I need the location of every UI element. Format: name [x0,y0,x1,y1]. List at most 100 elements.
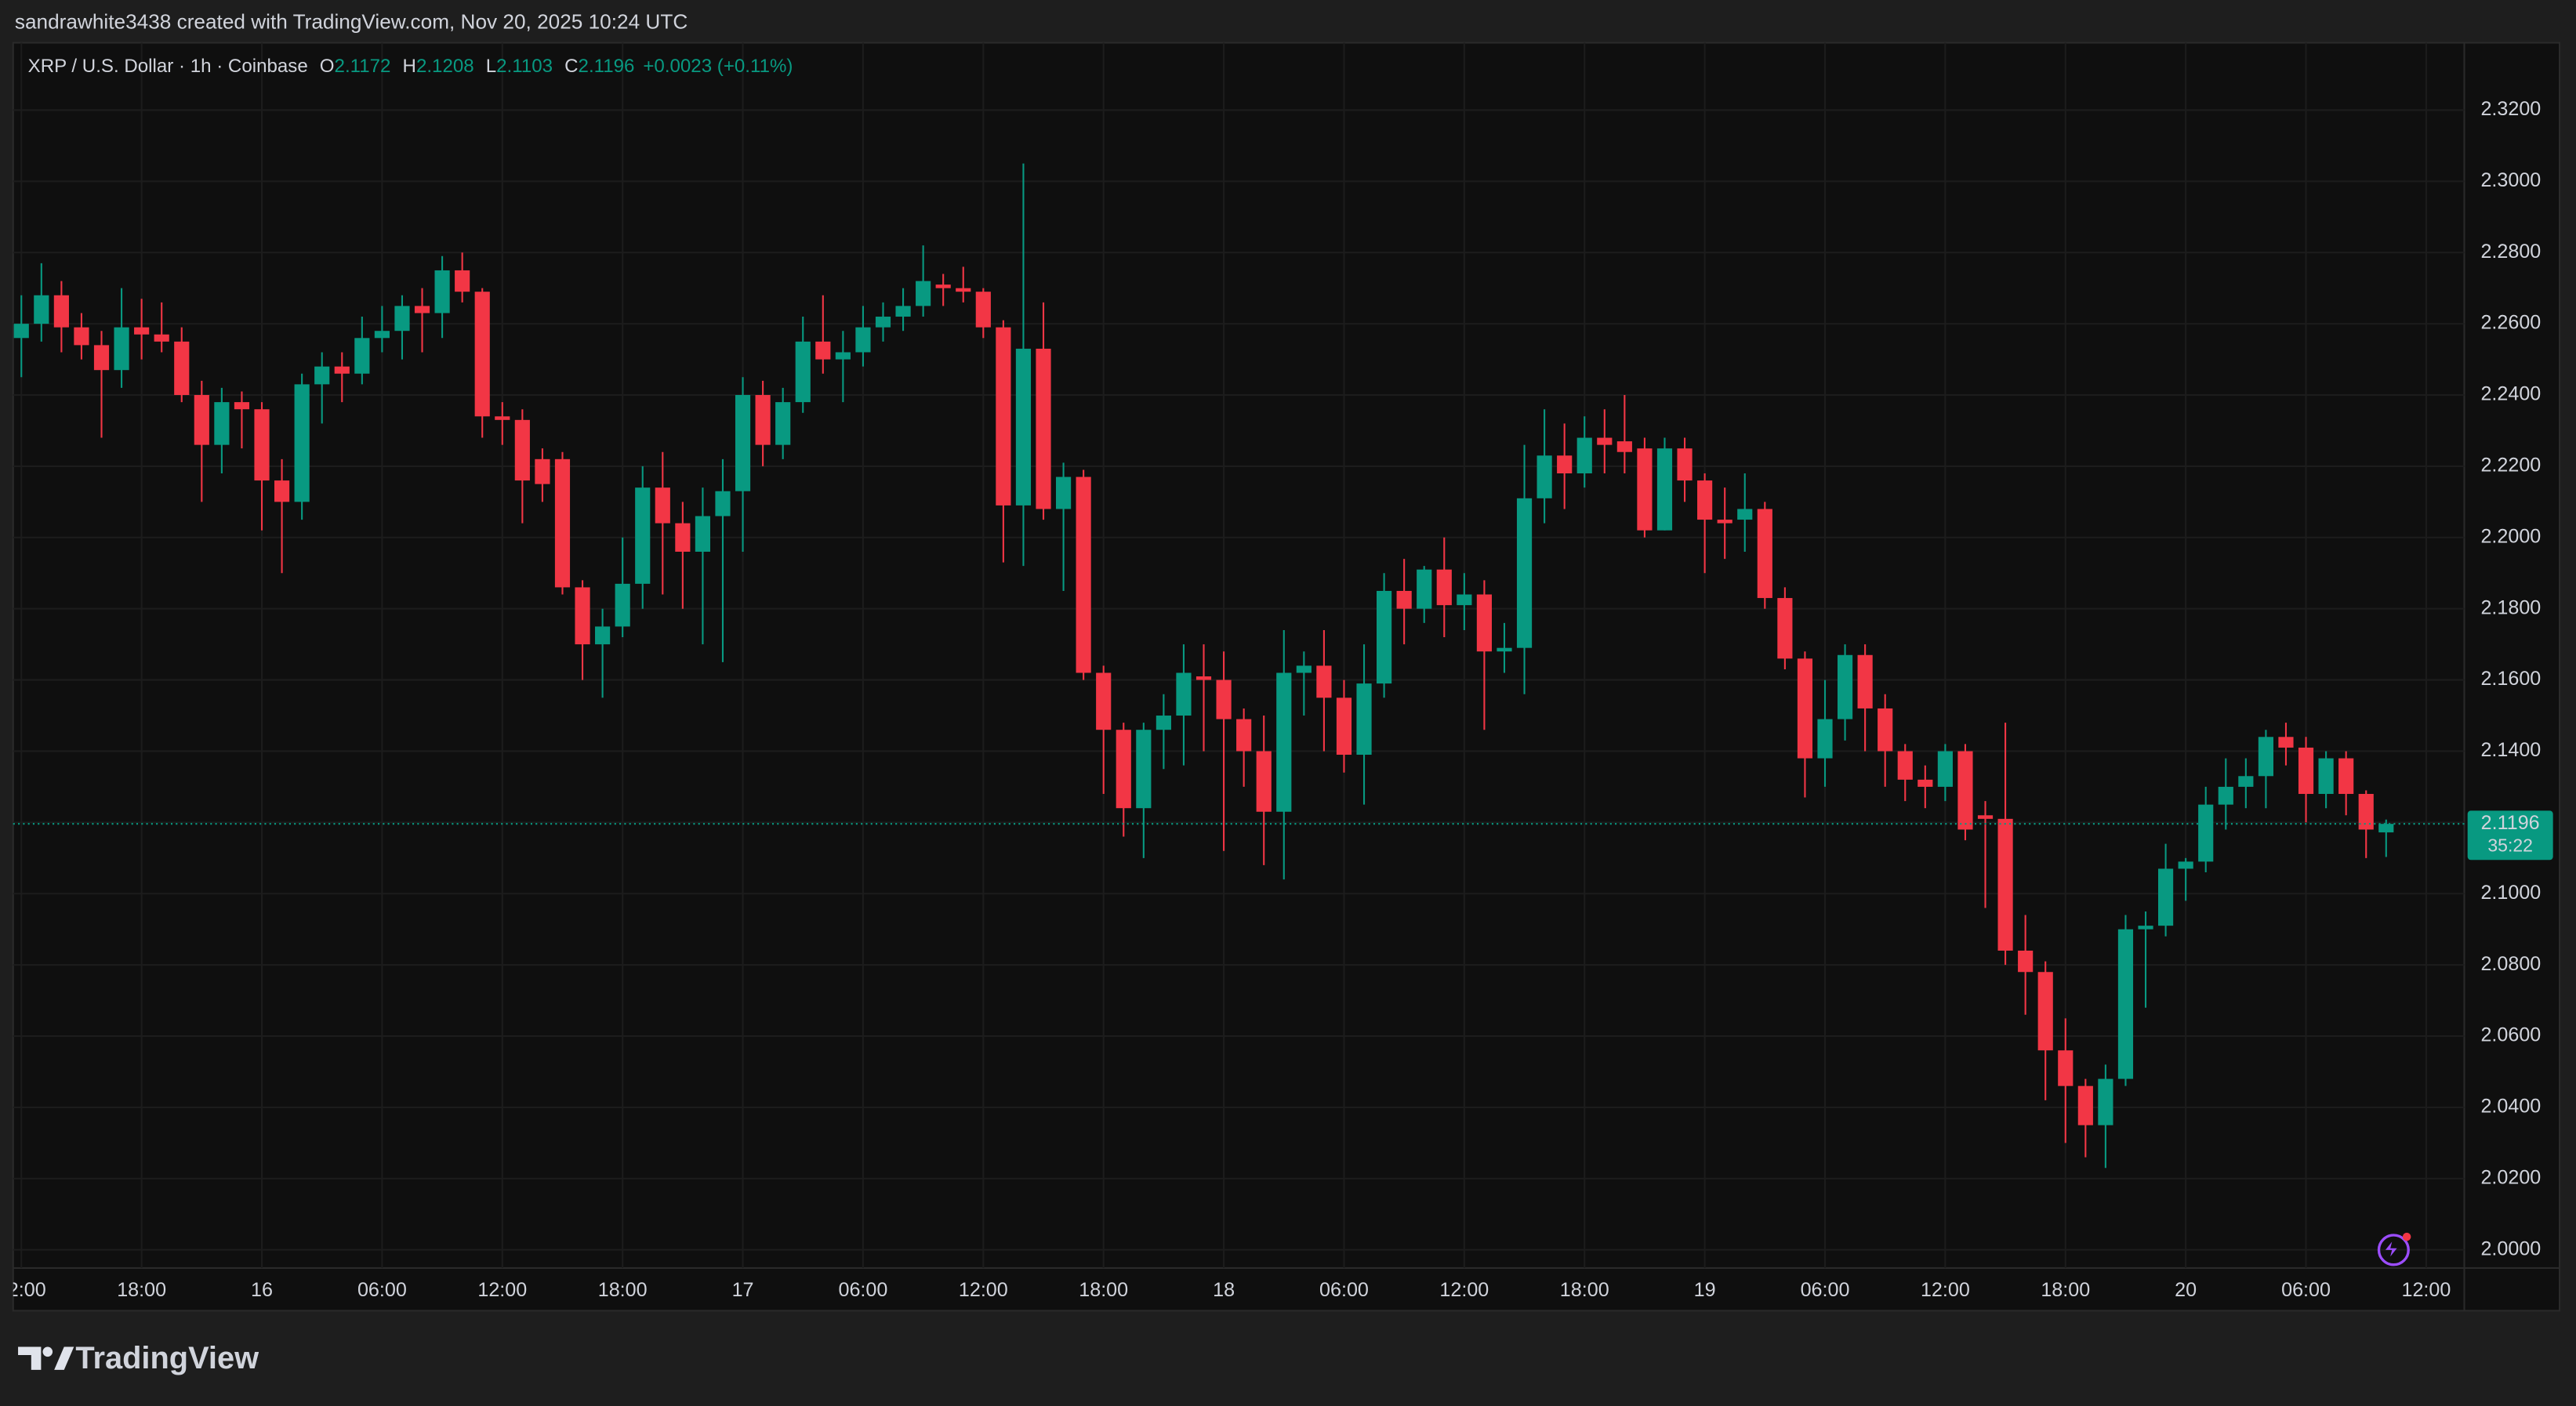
candle-body [1997,818,2013,951]
candle-body [134,327,150,335]
candle-body [1616,441,1632,452]
legend-change: +0.0023 (+0.11%) [643,56,793,77]
y-tick-label: 2.3000 [2480,169,2541,191]
candle-body [1837,654,1853,719]
candle-body [174,341,190,396]
candle-body [875,317,891,328]
candle-body [775,402,791,445]
x-tick-label: 12:00 [959,1279,1008,1301]
candle-body [1897,751,1913,780]
candle-body [1436,569,1452,606]
y-tick-label: 2.2000 [2480,525,2541,547]
candle-body [34,295,49,324]
candle-body [274,480,290,502]
candle-body [194,395,209,445]
x-tick-label: 06:00 [838,1279,887,1301]
x-tick-label: 06:00 [1319,1279,1369,1301]
x-tick-label: 18 [1213,1279,1235,1301]
candle-body [2138,926,2153,929]
countdown: 35:22 [2487,835,2533,856]
candle-body [455,270,470,292]
candle-body [1377,590,1392,684]
candle-body [595,626,611,645]
candle-body [1356,683,1372,756]
candle-body [1697,480,1713,520]
candle-body [815,341,831,360]
candle-body [1917,779,1933,787]
x-tick-label: 19 [1694,1279,1716,1301]
replay-icon [2377,1232,2411,1266]
candle-body [1576,437,1592,473]
x-tick-label: 16 [251,1279,273,1301]
candle-body [2198,804,2214,862]
candle-body [74,327,89,346]
candle-body [835,352,851,360]
candle-body [935,284,951,288]
legend: XRP / U.S. Dollar · 1h · Coinbase O2.117… [28,56,793,77]
legend-label: C [564,56,578,77]
candle-body [2338,758,2354,795]
candle-body [1457,594,1472,606]
x-tick-label: 17 [732,1279,754,1301]
candle-body [2158,868,2174,926]
x-tick-label: 12:00 [0,1279,46,1301]
x-tick-label: 20 [2175,1279,2197,1301]
candle-body [715,491,731,516]
y-tick-label: 2.1600 [2480,668,2541,690]
time-axis: 12:00 18:00 16 06:00 12:00 18:00 17 06:00 12:00 1… [0,1279,2451,1301]
candle-body [996,327,1011,506]
last-price-box [2467,810,2553,861]
candle-body [2077,1085,2093,1125]
candle-body [1216,679,1232,719]
candle-body [735,395,751,491]
y-tick-label: 2.2200 [2480,455,2541,477]
x-tick-label: 12:00 [1439,1279,1489,1301]
candle-body [1677,448,1693,481]
candle-body [2117,929,2134,1079]
candle-body [655,487,670,524]
candle-body [1737,509,1753,520]
candle-body [53,295,69,328]
candle-body [635,487,651,584]
candle-body [795,341,811,403]
y-tick-label: 2.1400 [2480,739,2541,761]
candle-body [394,306,410,332]
candle-body [495,416,510,420]
candle-body [1797,658,1813,759]
x-tick-label: 18:00 [117,1279,166,1301]
candle-body [554,458,571,588]
y-tick-label: 2.0200 [2480,1166,2541,1188]
candle-body [2018,950,2034,973]
candle-body [1176,672,1192,716]
candle-body [2098,1078,2113,1125]
candle-body [1296,665,1312,673]
price-axis: 2.00002.02002.04002.06002.08002.10002.12… [2480,98,2541,1259]
candle-body [1476,594,1493,652]
candle-body [2358,794,2374,830]
candle-body [354,338,370,374]
y-tick-label: 2.3200 [2480,98,2541,120]
y-tick-label: 2.0400 [2480,1096,2541,1118]
y-tick-label: 2.1800 [2480,596,2541,618]
candle-body [1516,498,1533,648]
x-tick-label: 12:00 [2401,1279,2451,1301]
legend-label: H [403,56,416,77]
candle-body [1597,437,1613,445]
brand-logo [18,1346,74,1370]
brand-name: TradingView [75,1341,259,1375]
candle-body [314,366,330,385]
candle-body [434,270,450,313]
candle-body [1396,590,1412,609]
candle-body [114,327,129,371]
x-tick-label: 18:00 [598,1279,648,1301]
x-tick-label: 12:00 [477,1279,527,1301]
candle-body [755,395,771,445]
candle-body [1637,448,1653,531]
x-tick-label: 06:00 [357,1279,407,1301]
y-tick-label: 2.1000 [2480,882,2541,904]
candle-body [1777,598,1793,659]
candle-body [1557,455,1573,473]
x-tick-label: 18:00 [2041,1279,2090,1301]
